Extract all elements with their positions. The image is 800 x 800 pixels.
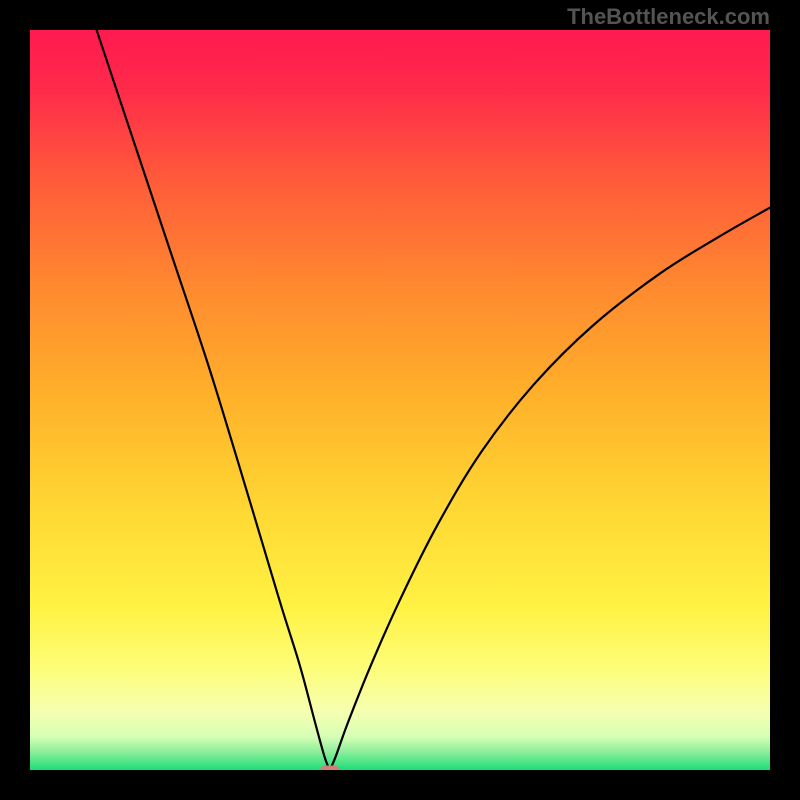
plot-area — [30, 30, 770, 770]
minimum-marker — [320, 766, 339, 770]
chart-frame: TheBottleneck.com — [0, 0, 800, 800]
watermark-text: TheBottleneck.com — [567, 4, 770, 30]
plot-svg — [30, 30, 770, 770]
gradient-background — [30, 30, 770, 770]
